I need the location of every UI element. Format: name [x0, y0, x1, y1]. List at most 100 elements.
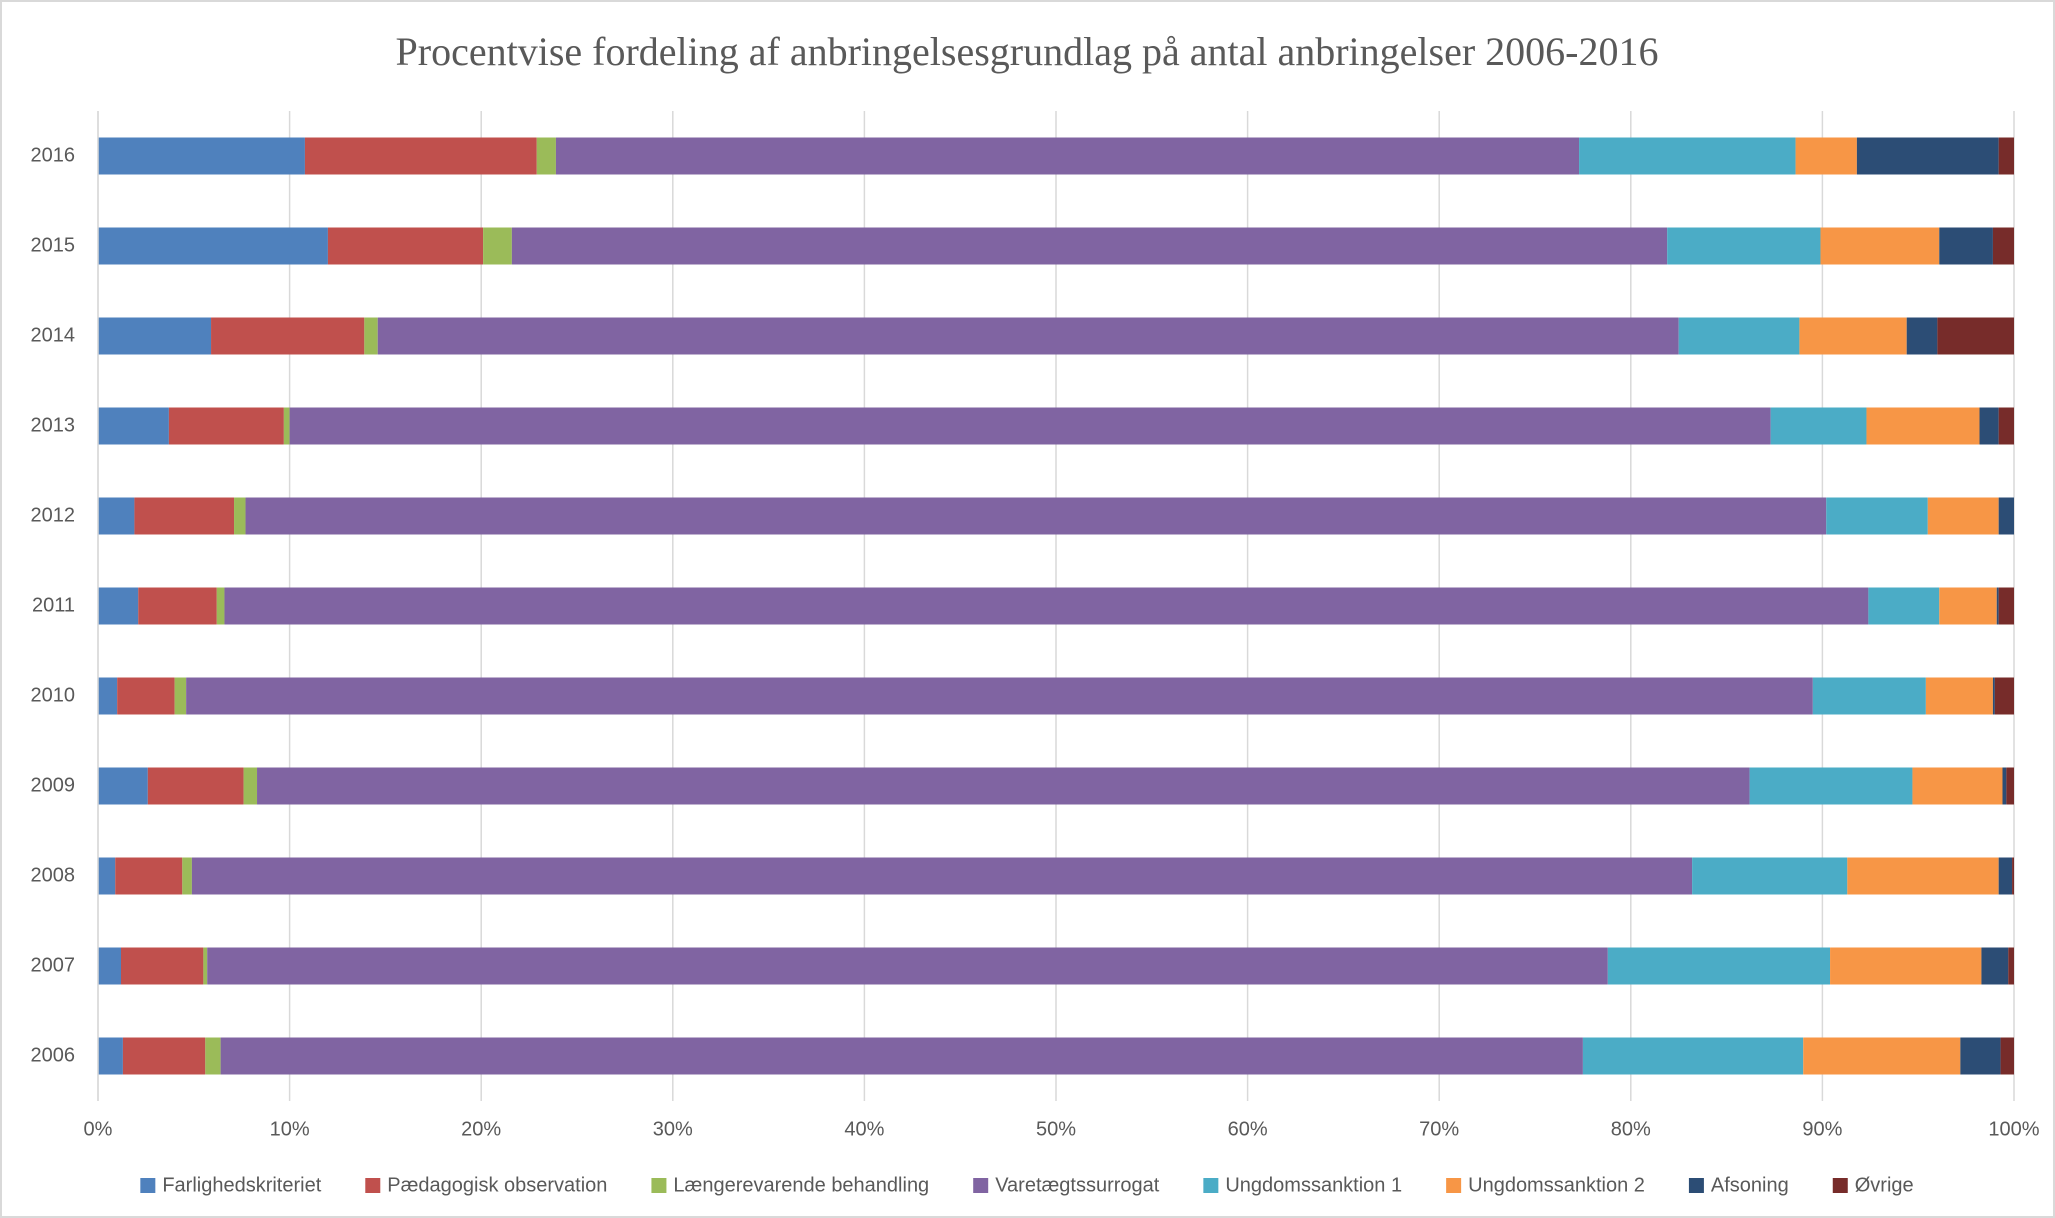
x-tick-label: 80% — [1611, 1118, 1651, 1140]
bar-segment — [1979, 407, 1999, 445]
legend-label: Øvrige — [1855, 1174, 1914, 1196]
legend-swatch — [365, 1178, 381, 1193]
legend-label: Ungdomssanktion 2 — [1468, 1174, 1645, 1196]
y-tick-label: 2010 — [31, 684, 76, 706]
bar-segment — [98, 1037, 123, 1075]
bar-segment — [511, 227, 1668, 265]
y-tick-label: 2015 — [31, 234, 76, 256]
bar-segment — [117, 677, 175, 715]
legend-label: Længerevarende behandling — [673, 1174, 929, 1196]
bar-segment — [1939, 587, 1997, 625]
bar-segment — [1998, 587, 2014, 625]
bar-segment — [134, 497, 235, 535]
bar-segment — [182, 857, 192, 895]
bar-segment — [1607, 947, 1831, 985]
bar-segment — [1803, 1037, 1961, 1075]
bar-segment — [257, 767, 1750, 805]
bar-segment — [1998, 407, 2014, 445]
bar-segment — [98, 857, 116, 895]
bar-segment — [1820, 227, 1940, 265]
bar-segment — [98, 497, 135, 535]
bar-segment — [1847, 857, 1999, 895]
legend-swatch — [1203, 1178, 1219, 1193]
bar-segment — [207, 947, 1608, 985]
bar-segment — [1939, 227, 1993, 265]
bar-segment — [2002, 767, 2007, 805]
y-tick-label: 2008 — [31, 864, 76, 886]
x-tick-label: 40% — [844, 1118, 884, 1140]
bar-segment — [205, 1037, 221, 1075]
bar-segment — [98, 767, 148, 805]
bar-segment — [98, 587, 139, 625]
bar-segment — [245, 497, 1827, 535]
bar-segment — [536, 137, 556, 175]
bar-segment — [1678, 317, 1800, 355]
bar-segment — [1667, 227, 1821, 265]
bar-segment — [1749, 767, 1913, 805]
bar-segment — [1992, 227, 2014, 265]
bar-segment — [122, 1037, 206, 1075]
bar-segment — [2008, 947, 2014, 985]
y-tick-label: 2009 — [31, 774, 76, 796]
bar-segment — [211, 317, 365, 355]
bar-segment — [1826, 497, 1928, 535]
y-tick-label: 2016 — [31, 144, 76, 166]
y-tick-label: 2007 — [31, 954, 76, 976]
bar-segment — [483, 227, 512, 265]
bar-segment — [174, 677, 187, 715]
bar-segment — [115, 857, 183, 895]
legend-swatch — [973, 1178, 989, 1193]
x-tick-label: 0% — [84, 1118, 113, 1140]
y-tick-label: 2012 — [31, 504, 76, 526]
bar-segment — [1912, 767, 2003, 805]
bar-segment — [203, 947, 208, 985]
bar-segment — [1994, 677, 2014, 715]
bar-segment — [147, 767, 244, 805]
x-tick-label: 20% — [461, 1118, 501, 1140]
bar-segment — [364, 317, 378, 355]
bar-segment — [1998, 497, 2014, 535]
x-tick-label: 30% — [653, 1118, 693, 1140]
legend-label: Varetægtssurrogat — [995, 1174, 1160, 1196]
y-tick-label: 2014 — [31, 324, 76, 346]
bar-segment — [1998, 137, 2014, 175]
x-tick-label: 90% — [1802, 1118, 1842, 1140]
bar-segment — [216, 587, 225, 625]
bar-segment — [2000, 1037, 2014, 1075]
bar-segment — [1830, 947, 1982, 985]
chart-title: Procentvise fordeling af anbringelsesgru… — [396, 29, 1659, 74]
legend-swatch — [140, 1178, 156, 1193]
bar-segment — [1579, 137, 1796, 175]
legend-label: Afsoning — [1711, 1174, 1789, 1196]
legend-swatch — [651, 1178, 667, 1193]
bar-segment — [1981, 947, 2009, 985]
x-tick-label: 100% — [1988, 1118, 2039, 1140]
bar-segment — [1998, 857, 2013, 895]
bar-segment — [1770, 407, 1867, 445]
legend-label: Ungdomssanktion 1 — [1225, 1174, 1402, 1196]
bar-segment — [1582, 1037, 1804, 1075]
bar-segment — [220, 1037, 1583, 1075]
y-tick-label: 2006 — [31, 1044, 76, 1066]
bar-segment — [283, 407, 290, 445]
legend-label: Farlighedskriteriet — [162, 1174, 321, 1196]
bar-segment — [1937, 317, 2014, 355]
bar-segment — [555, 137, 1580, 175]
bar-segment — [1927, 497, 1999, 535]
bar-segment — [98, 407, 169, 445]
bar-segment — [1868, 587, 1940, 625]
bar-segment — [191, 857, 1693, 895]
bar-segment — [289, 407, 1771, 445]
bar-segment — [1925, 677, 1993, 715]
bar-segment — [98, 947, 121, 985]
bar-segment — [1992, 677, 1995, 715]
x-tick-label: 70% — [1419, 1118, 1459, 1140]
legend-swatch — [1688, 1178, 1704, 1193]
x-tick-label: 50% — [1036, 1118, 1076, 1140]
bar-segment — [1866, 407, 1980, 445]
bar-segment — [1856, 137, 1999, 175]
bar-segment — [1795, 137, 1857, 175]
bar-segment — [1812, 677, 1926, 715]
legend-swatch — [1832, 1178, 1848, 1193]
bar-segment — [327, 227, 484, 265]
